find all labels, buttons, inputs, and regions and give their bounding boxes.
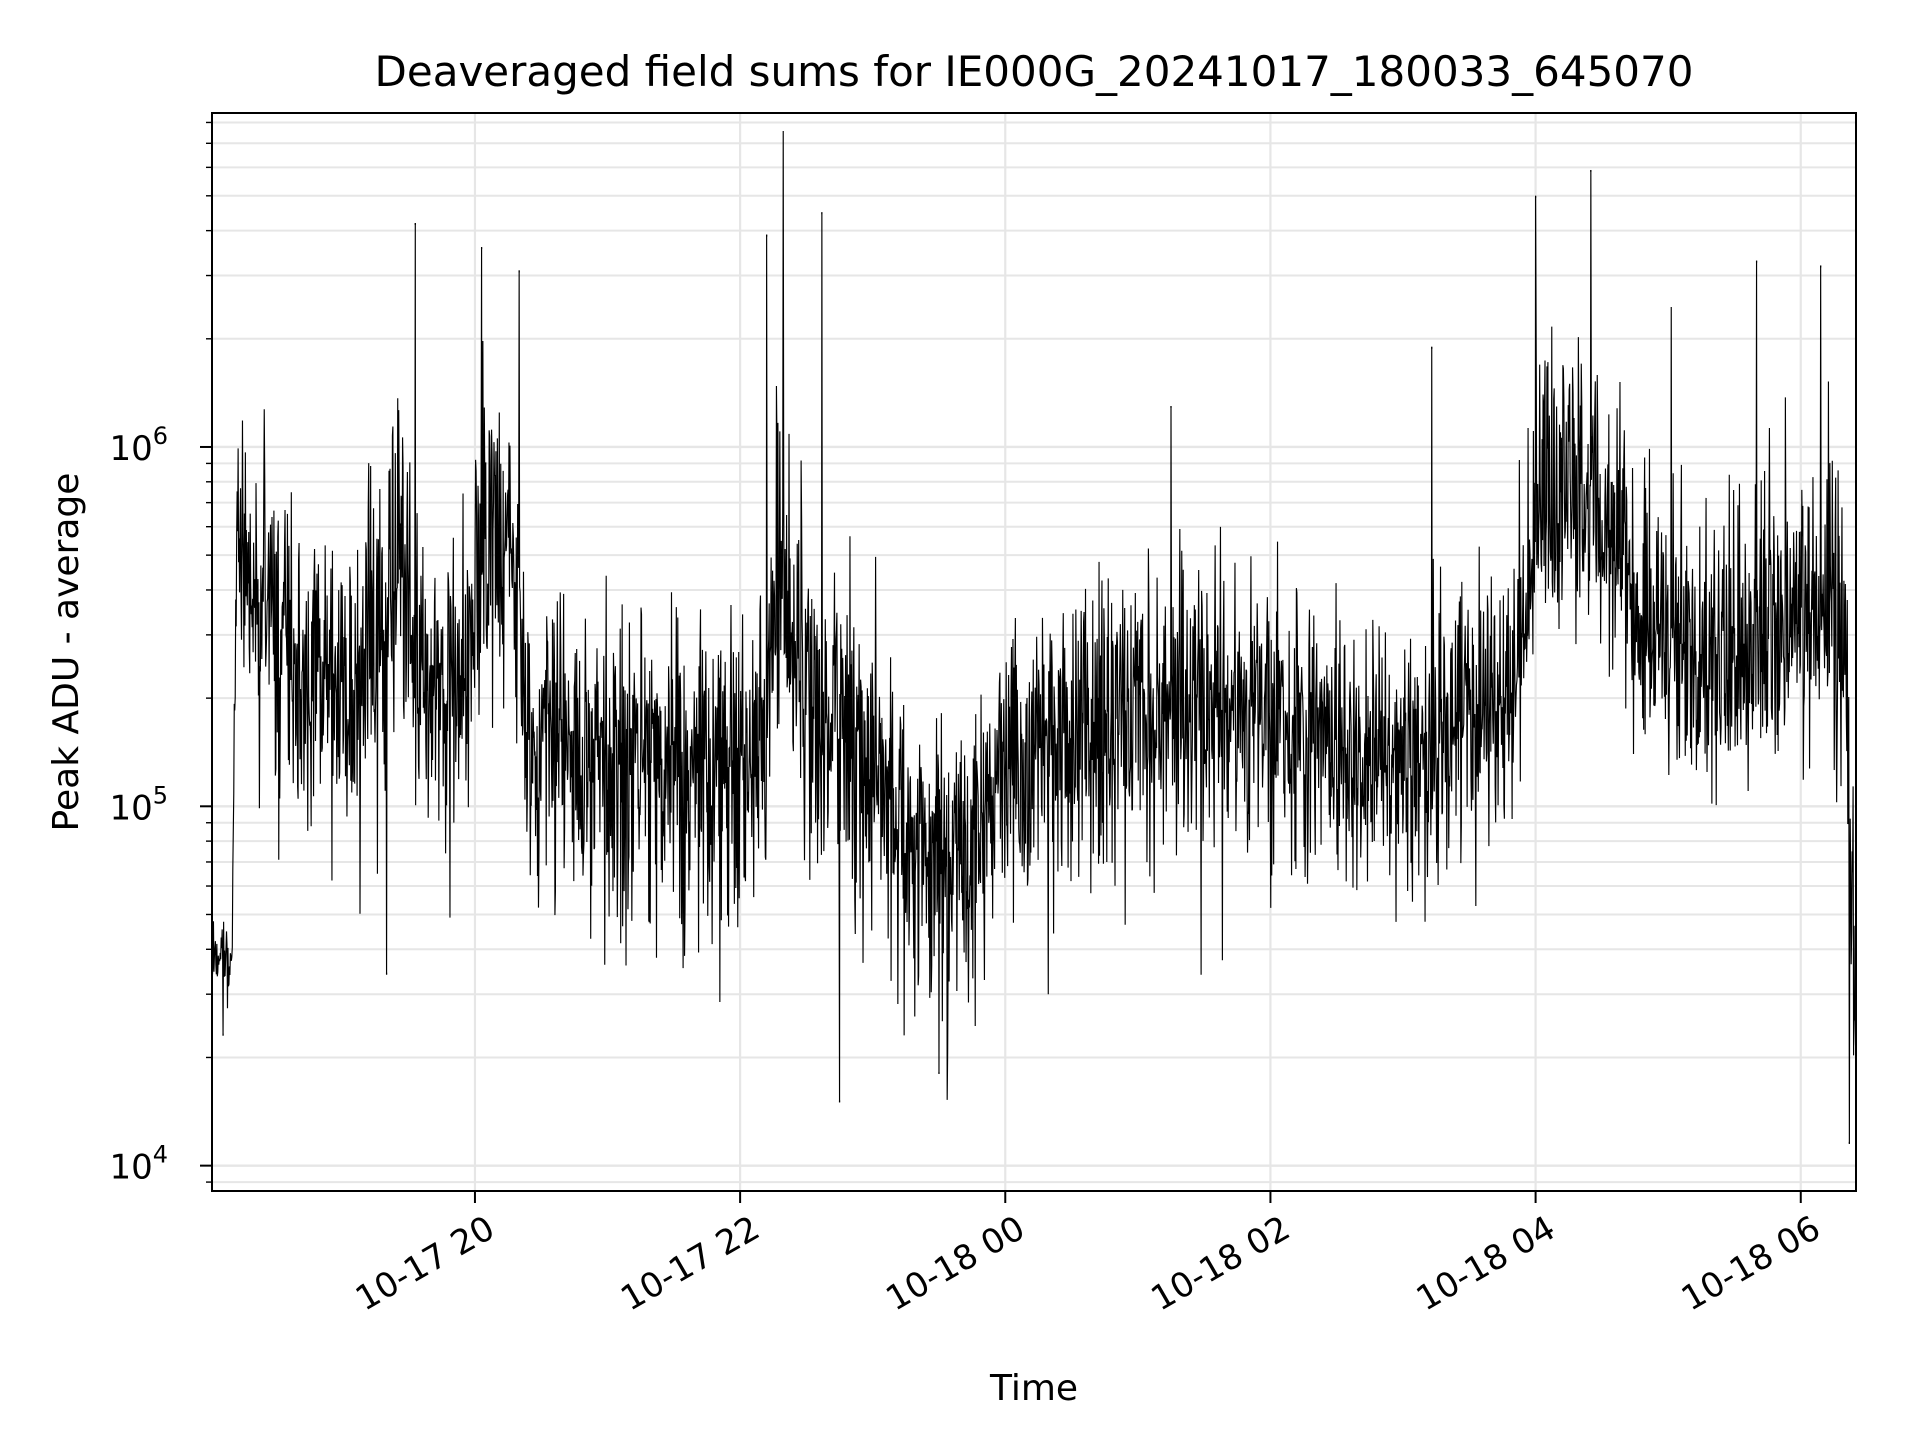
series (211, 130, 1857, 1144)
y-tick-label: 106 (109, 422, 168, 469)
chart-title: Deaveraged field sums for IE000G_2024101… (375, 47, 1694, 96)
series-line (211, 130, 1857, 1144)
y-tick-label: 105 (109, 781, 168, 828)
x-axis-label: Time (989, 1368, 1078, 1409)
y-axis-label: Peak ADU - average (46, 473, 87, 832)
plot-frame (211, 112, 1857, 1192)
y-tick-label: 104 (109, 1141, 168, 1188)
